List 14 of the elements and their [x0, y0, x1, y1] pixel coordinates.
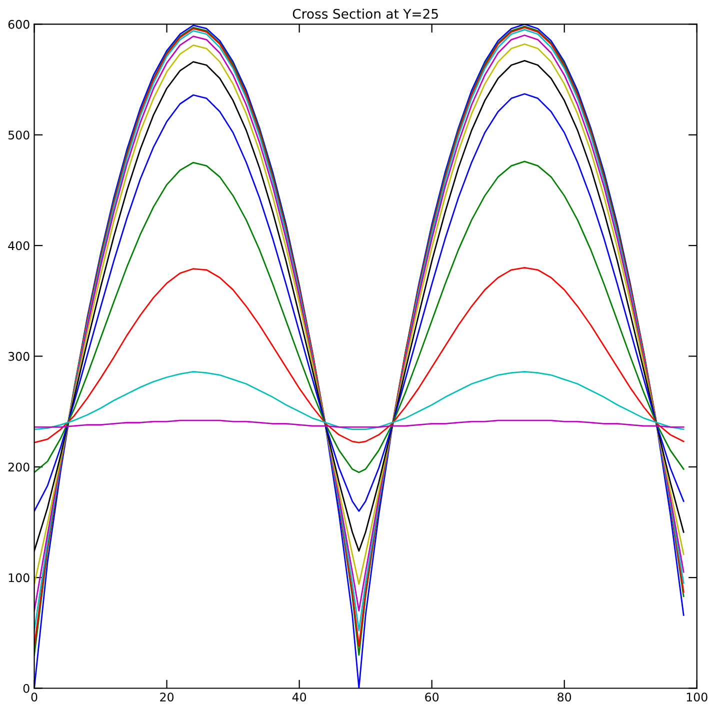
y-tick-label: 400	[8, 241, 30, 250]
y-tick-label: 100	[8, 573, 30, 582]
y-tick-label: 500	[8, 130, 30, 140]
y-tick-label: 200	[8, 462, 30, 472]
y-tick-label: 600	[8, 20, 30, 29]
chart-title: Cross Section at Y=25	[292, 8, 438, 19]
x-tick-label: 60	[425, 692, 439, 702]
x-tick-label: 40	[292, 692, 306, 702]
x-tick-label: 80	[558, 692, 572, 702]
y-tick-label: 0	[23, 684, 30, 693]
x-tick-label: 20	[160, 692, 174, 702]
x-tick-label: 0	[31, 692, 38, 702]
y-tick-label: 300	[8, 352, 30, 361]
x-tick-label: 100	[686, 692, 708, 702]
